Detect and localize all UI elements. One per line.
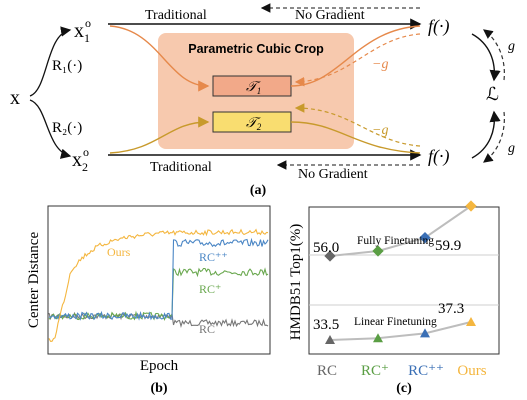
ff-first-value: 56.0: [313, 240, 339, 256]
linear-finetuning-point: [373, 333, 383, 343]
lf-series-label: Linear Finetuning: [354, 316, 437, 328]
t2-forward-arrow: [109, 116, 210, 154]
panel-c-series: [324, 200, 477, 344]
crop2-label: x2o: [72, 145, 89, 174]
pcc-title: Parametric Cubic Crop: [188, 42, 324, 56]
top-no-gradient-label: No Gradient: [295, 8, 365, 23]
fully-finetuning-line: [329, 205, 472, 257]
t1-output-curve: [290, 25, 421, 87]
linear-finetuning-line: [329, 321, 472, 341]
branch-bottom-arrow: [29, 99, 72, 159]
panel-b-ylabel: Center Distance: [26, 232, 42, 329]
t1-gradient-arrow: [294, 33, 421, 87]
panel-c: HMDB51 Top1(%) 56.0 59.9 Fully Finetunin…: [288, 200, 500, 396]
f-bottom-label: f(·): [428, 146, 450, 167]
caption-b: (b): [150, 381, 167, 396]
rc-curve-label: RC: [199, 322, 215, 336]
x-tick-ours: Ours: [457, 363, 486, 379]
ff-last-value: 59.9: [435, 238, 461, 254]
neg-g-top-label: −g: [372, 57, 388, 72]
caption-a: (a): [250, 183, 267, 198]
fully-finetuning-point: [465, 200, 477, 212]
rcp-curve-label: RC⁺: [199, 282, 221, 296]
panel-c-frame: [308, 206, 500, 355]
r1-label: R₁(·): [52, 58, 82, 74]
rc-curve: [48, 311, 269, 328]
linear-finetuning-point: [466, 317, 476, 326]
panel-c-ylabel: HMDB51 Top1(%): [288, 224, 304, 341]
g-bottom-label: g: [508, 141, 515, 156]
panel-b-frame: [47, 205, 271, 355]
panel-b: Center Distance Epoch (b) Ours RC⁺⁺ RC⁺ …: [26, 205, 271, 396]
fully-finetuning-point: [372, 245, 384, 257]
input-x: x: [10, 87, 20, 109]
bottom-traditional-label: Traditional: [150, 160, 212, 175]
g-top-label: g: [508, 39, 515, 54]
panel-b-xlabel: Epoch: [140, 358, 179, 374]
f-top-label: f(·): [428, 16, 450, 37]
f-bottom-to-loss-arrow: [471, 110, 501, 159]
t2-gradient-arrow: [294, 103, 421, 147]
fully-finetuning-point: [324, 250, 336, 262]
t1-forward-arrow: [109, 25, 210, 92]
lf-last-value: 37.3: [438, 301, 464, 317]
ours-curve: [48, 228, 269, 342]
ff-series-label: Fully Finetuning: [357, 235, 434, 247]
loss-to-f-bottom-gradient: [483, 111, 505, 163]
loss-to-f-top-gradient: [483, 29, 505, 81]
neg-g-bottom-label: −g: [372, 123, 388, 138]
panel-a: x R₁(·) R₂(·) x1o x2o Traditional No Gra…: [10, 3, 515, 198]
caption-c: (c): [396, 381, 412, 396]
crop1-label: x1o: [74, 16, 91, 45]
lf-first-value: 33.5: [313, 317, 339, 333]
fully-finetuning-point: [419, 232, 431, 244]
t2-output-curve: [290, 121, 421, 154]
x-tick-rc: RC: [317, 363, 337, 379]
ours-curve-label: Ours: [107, 245, 131, 259]
top-traditional-label: Traditional: [145, 8, 207, 23]
rcpp-curve: [48, 237, 269, 321]
rcpp-curve-label: RC⁺⁺: [199, 250, 228, 264]
loss-label: ℒ: [486, 84, 499, 104]
linear-finetuning-point: [420, 328, 430, 338]
f-top-to-loss-arrow: [471, 33, 501, 82]
x-tick-rcp: RC⁺: [361, 363, 389, 379]
linear-finetuning-point: [325, 335, 335, 344]
x-tick-rcpp: RC⁺⁺: [408, 363, 444, 379]
branch-top-arrow: [29, 26, 72, 97]
r2-label: R₂(·): [52, 120, 82, 136]
panel-b-curves: [48, 228, 269, 342]
bottom-no-gradient-label: No Gradient: [298, 167, 368, 182]
